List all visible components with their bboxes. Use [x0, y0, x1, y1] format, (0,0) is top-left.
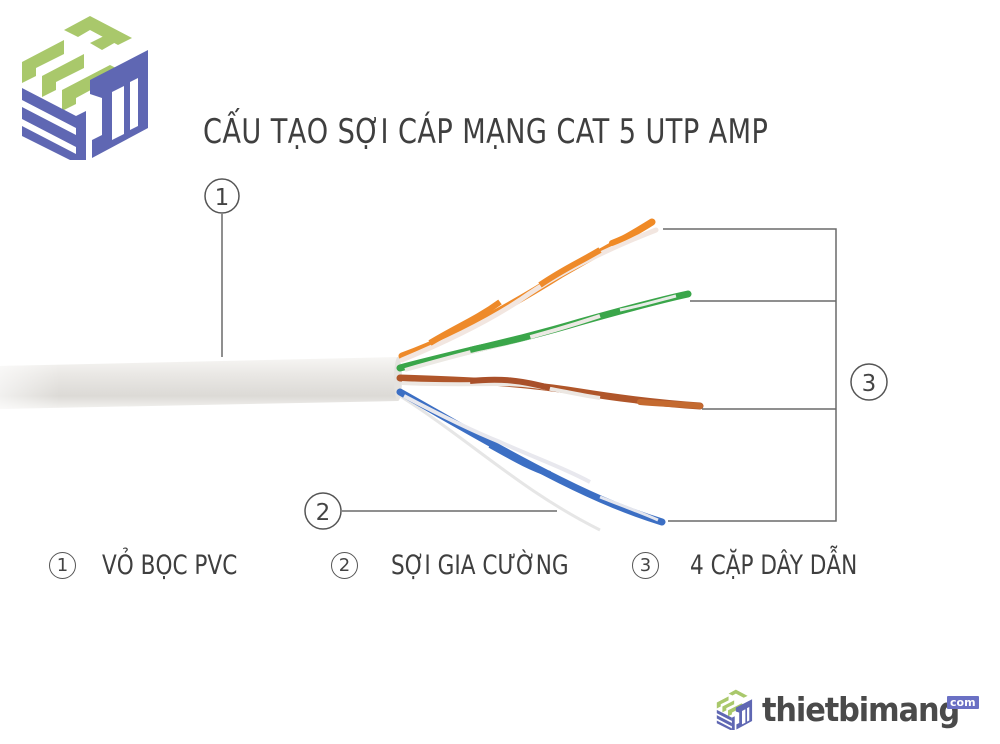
wire-pair-blue	[396, 388, 666, 526]
legend-label-2: SỢI GIA CƯỜNG	[391, 549, 569, 581]
legend-number-1: 1	[49, 551, 76, 579]
page-title: CẤU TẠO SỢI CÁP MẠNG CAT 5 UTP AMP	[203, 112, 769, 152]
callout-3: 3	[850, 363, 888, 401]
ripcord	[399, 394, 601, 532]
legend-item-reinforcement: 2 SỢI GIA CƯỜNG	[331, 546, 613, 584]
wire-pair-brown	[396, 374, 704, 410]
svg-text:2: 2	[316, 500, 331, 526]
svg-text:1: 1	[215, 185, 230, 211]
brand-logo-icon	[716, 689, 753, 730]
legend-item-pvc-jacket: 1 VỎ BỌC PVC	[49, 546, 271, 584]
pvc-jacket	[0, 357, 402, 409]
wire-pair-orange	[398, 218, 659, 363]
svg-text:3: 3	[862, 371, 877, 397]
brand-tld-badge: com	[947, 696, 979, 709]
callout-2: 2	[304, 492, 342, 530]
legend-item-conductor-pairs: 3 4 CẶP DÂY DẪN	[632, 546, 899, 584]
brand-watermark: thietbimang com	[716, 686, 979, 732]
legend-number-3: 3	[632, 551, 659, 579]
bracket-3	[663, 228, 837, 522]
brand-name: thietbimang	[762, 689, 960, 729]
wire-pair-green	[396, 290, 692, 372]
legend-label-1: VỎ BỌC PVC	[102, 549, 238, 581]
legend-label-3: 4 CẶP DÂY DẪN	[690, 549, 858, 581]
thietbimang-logo	[22, 16, 148, 160]
legend-number-2: 2	[331, 551, 358, 579]
callout-1: 1	[204, 178, 240, 214]
